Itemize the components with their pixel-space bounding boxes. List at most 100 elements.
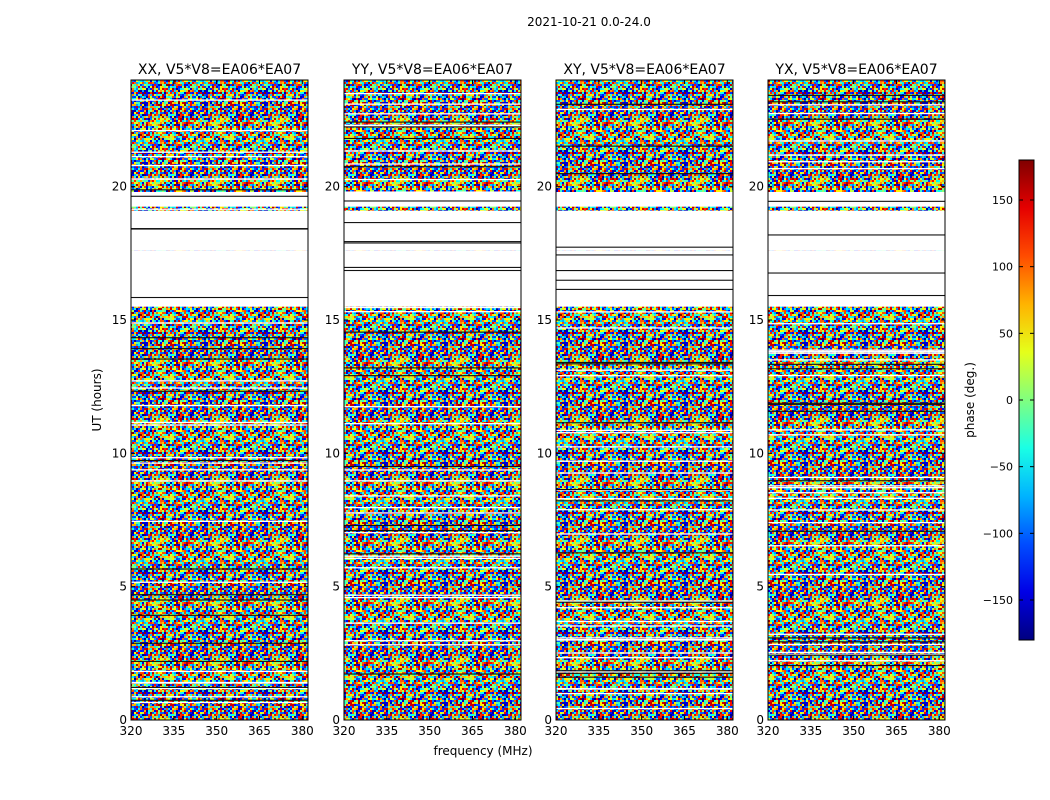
data-gap-line bbox=[556, 509, 733, 511]
data-gap-line bbox=[768, 352, 945, 354]
y-tick-label: 0 bbox=[119, 713, 127, 727]
flag-line bbox=[556, 489, 733, 491]
no-data-band bbox=[556, 210, 733, 251]
panels-group: XX, V5*V8=EA06*EA07 320 335 350 365 380 0 5 10 15… bbox=[112, 62, 951, 738]
data-gap-line bbox=[556, 196, 733, 198]
x-tick-label: 335 bbox=[587, 724, 610, 738]
panel-3: XY, V5*V8=EA06*EA07 320 335 350 365 380 0 5 10 15… bbox=[537, 62, 739, 738]
flag-line bbox=[344, 266, 521, 268]
x-tick-label: 335 bbox=[799, 724, 822, 738]
data-gap-line bbox=[768, 258, 945, 261]
data-gap-line bbox=[768, 289, 945, 292]
flag-line bbox=[131, 228, 308, 230]
data-gap-line bbox=[768, 429, 945, 431]
x-tick-label: 380 bbox=[716, 724, 739, 738]
flag-line bbox=[768, 402, 945, 404]
data-gap-line bbox=[131, 264, 308, 267]
heatmap-image bbox=[768, 80, 945, 720]
data-gap-line bbox=[768, 161, 945, 163]
panel-2: YY, V5*V8=EA06*EA07 320 335 350 365 380 0 5 10 15… bbox=[325, 62, 527, 738]
y-tick-label: 15 bbox=[112, 313, 127, 327]
data-gap-line bbox=[556, 472, 733, 474]
flag-line bbox=[556, 279, 733, 281]
data-gap-line bbox=[768, 233, 945, 235]
y-tick-label: 0 bbox=[544, 713, 552, 727]
data-gap-line bbox=[556, 375, 733, 377]
flag-line bbox=[131, 189, 308, 191]
axes-frame bbox=[555, 79, 734, 721]
flag-line bbox=[131, 348, 308, 350]
flag-line bbox=[556, 672, 733, 674]
data-gap-line bbox=[556, 707, 733, 710]
flag-line bbox=[344, 166, 521, 168]
flag-line bbox=[344, 222, 521, 224]
y-tick-label: 10 bbox=[749, 446, 764, 460]
colorbar-label: phase (deg.) bbox=[963, 362, 977, 438]
flag-line bbox=[768, 641, 945, 643]
data-gap-line bbox=[768, 214, 945, 216]
data-gap-line bbox=[556, 607, 733, 609]
data-gap-line bbox=[556, 692, 733, 695]
y-tick-label: 5 bbox=[544, 580, 552, 594]
panel-title: XY, V5*V8=EA06*EA07 bbox=[563, 62, 725, 78]
data-gap-line bbox=[768, 476, 945, 479]
y-tick-label: 20 bbox=[325, 180, 340, 194]
y-axis-label: UT (hours) bbox=[90, 368, 104, 431]
flag-line bbox=[556, 552, 733, 554]
data-gap-line bbox=[131, 387, 308, 389]
y-tick-label: 5 bbox=[332, 580, 340, 594]
data-gap-line bbox=[344, 512, 521, 514]
data-gap-line bbox=[556, 311, 733, 313]
flag-line bbox=[344, 269, 521, 272]
data-gap-line bbox=[344, 150, 521, 152]
data-gap-line bbox=[344, 254, 521, 257]
data-gap-line bbox=[131, 421, 308, 424]
flag-line bbox=[344, 126, 521, 128]
flag-line bbox=[344, 553, 521, 555]
data-gap-line bbox=[131, 701, 308, 704]
flag-line bbox=[131, 358, 308, 360]
data-gap-line bbox=[344, 644, 521, 646]
data-gap-line bbox=[768, 485, 945, 487]
data-gap-line bbox=[768, 434, 945, 436]
flag-line bbox=[768, 410, 945, 412]
y-tick-label: 20 bbox=[112, 180, 127, 194]
x-tick-label: 365 bbox=[461, 724, 484, 738]
colorbar-tick-label: 150 bbox=[992, 194, 1013, 207]
data-gap-line bbox=[556, 498, 733, 500]
data-gap-line bbox=[768, 653, 945, 656]
data-gap-line bbox=[768, 643, 945, 646]
x-tick-label: 350 bbox=[418, 724, 441, 738]
flag-line bbox=[131, 390, 308, 392]
panel-title: XX, V5*V8=EA06*EA07 bbox=[138, 62, 301, 78]
flag-line bbox=[131, 568, 308, 570]
flag-line bbox=[131, 195, 308, 197]
data-gap-line bbox=[344, 125, 521, 127]
data-gap-line bbox=[344, 178, 521, 181]
x-tick-label: 380 bbox=[504, 724, 527, 738]
data-gap-line bbox=[768, 492, 945, 494]
data-gap-line bbox=[131, 258, 308, 260]
flag-line bbox=[768, 272, 945, 274]
data-gap-line bbox=[344, 103, 521, 105]
data-gap-line bbox=[556, 600, 733, 602]
data-gap-line bbox=[131, 265, 308, 268]
data-gap-line bbox=[556, 639, 733, 641]
data-gap-line bbox=[556, 369, 733, 371]
data-gap-line bbox=[768, 497, 945, 499]
x-tick-label: 350 bbox=[205, 724, 228, 738]
data-gap-line bbox=[556, 652, 733, 654]
data-gap-line bbox=[131, 208, 308, 210]
panel-title: YY, V5*V8=EA06*EA07 bbox=[351, 62, 513, 78]
flag-line bbox=[344, 465, 521, 468]
x-tick-label: 320 bbox=[545, 724, 568, 738]
x-tick-label: 335 bbox=[375, 724, 398, 738]
flag-line bbox=[131, 337, 308, 339]
flag-line bbox=[556, 500, 733, 502]
flag-line bbox=[556, 363, 733, 365]
y-tick-label: 20 bbox=[749, 180, 764, 194]
data-gap-line bbox=[556, 432, 733, 434]
data-gap-line bbox=[131, 99, 308, 101]
flag-line bbox=[556, 103, 733, 105]
